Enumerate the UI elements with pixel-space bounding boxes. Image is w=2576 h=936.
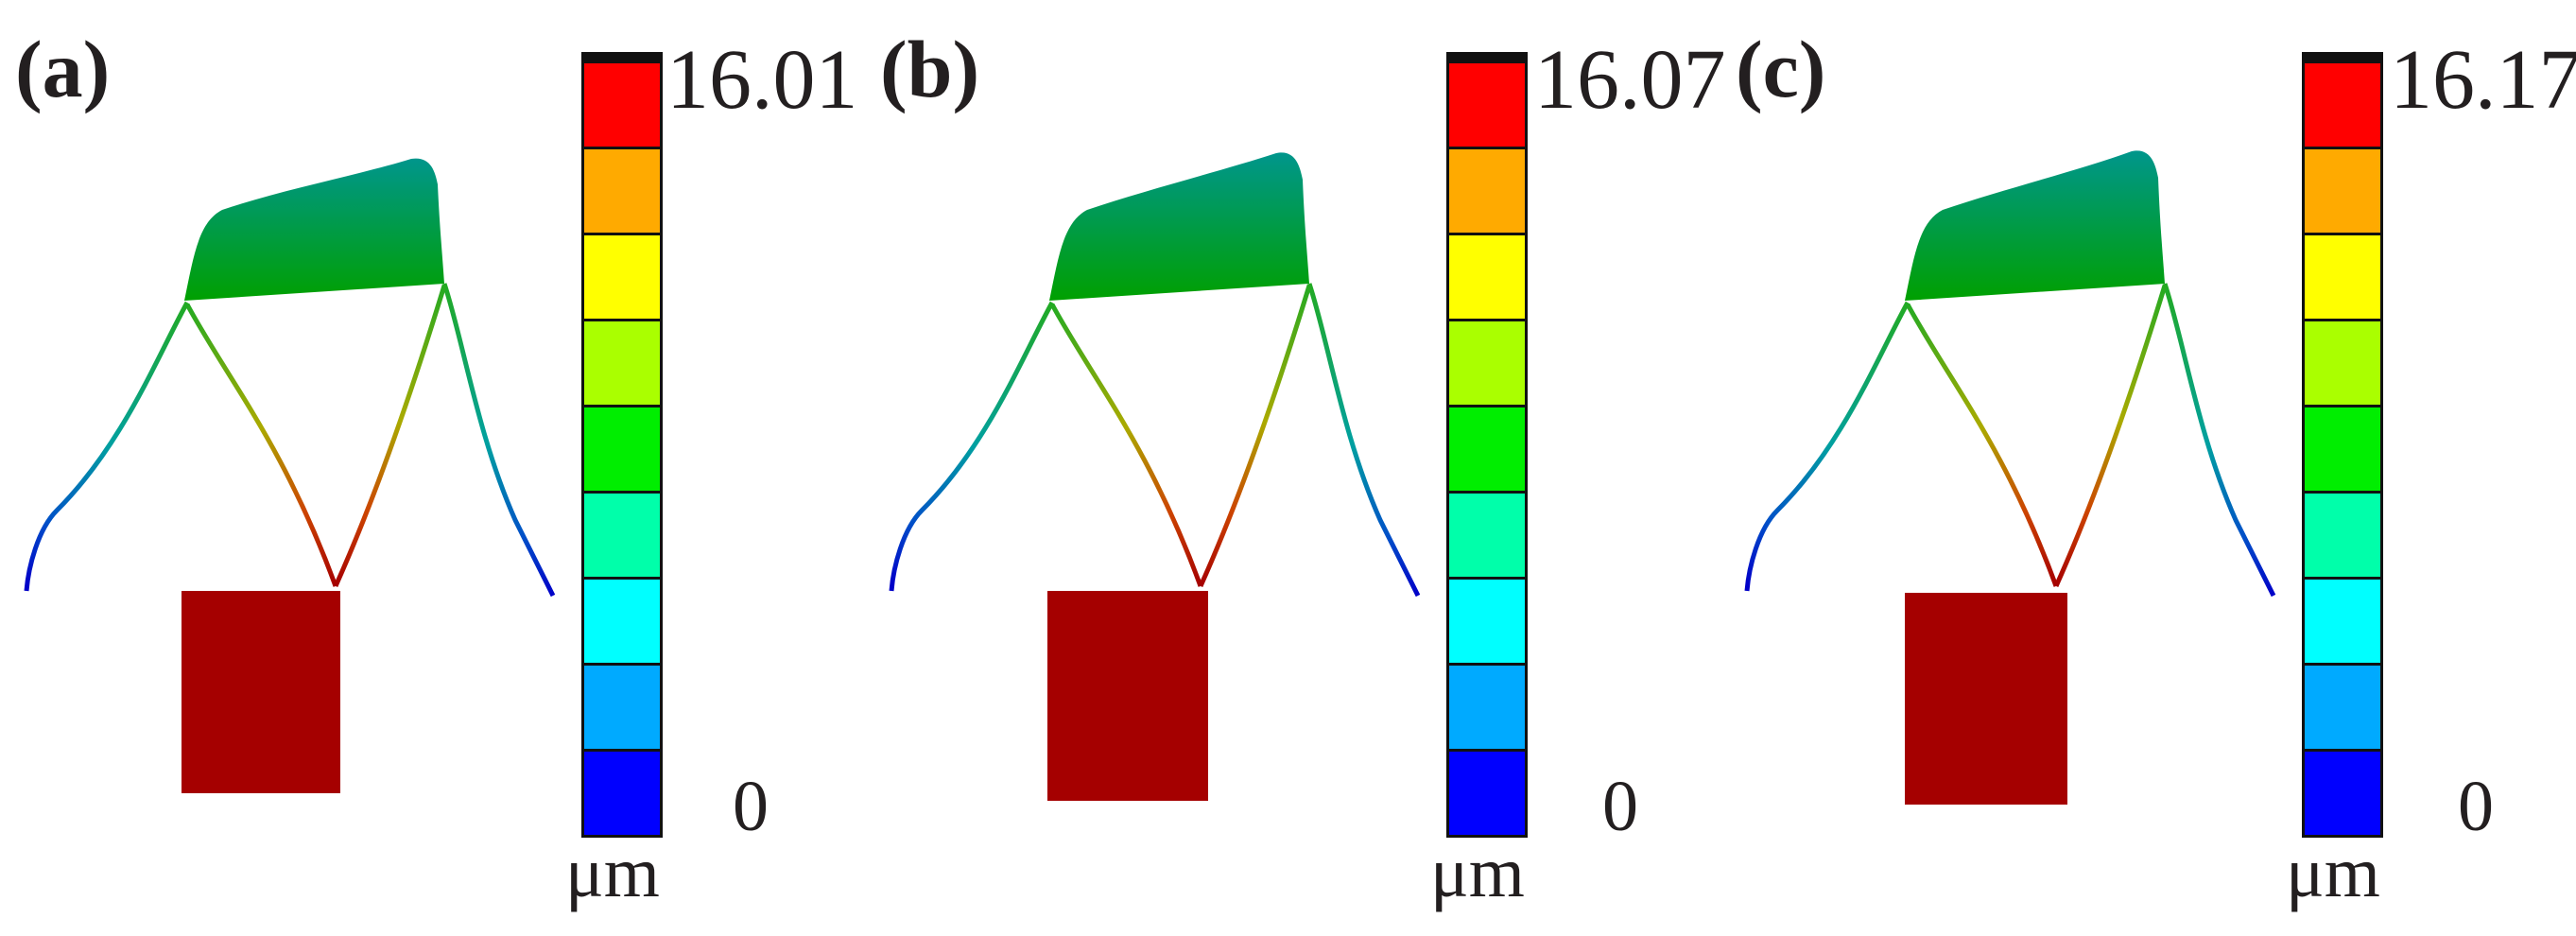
colorbar-segment — [581, 752, 663, 838]
right-truss — [333, 285, 447, 588]
colorbar-segment — [581, 580, 663, 666]
right-leg — [2162, 283, 2276, 598]
colorbar-segment — [1446, 407, 1528, 494]
colorbar-segment — [2302, 407, 2383, 494]
red-block — [1047, 591, 1208, 801]
red-block — [182, 591, 340, 793]
left-truss — [184, 303, 338, 587]
colorbar-min-value: 0 — [1602, 767, 1638, 846]
panel-label: (b) — [880, 24, 980, 114]
colorbar — [581, 52, 663, 838]
colorbar-segment — [581, 494, 663, 580]
colorbar-segment — [2302, 235, 2383, 321]
colorbar-min-value: 0 — [2458, 767, 2494, 846]
displacement-structure — [24, 158, 556, 793]
right-truss — [1198, 285, 1312, 588]
panel-label: (a) — [15, 24, 111, 114]
colorbar-unit: μm — [1430, 833, 1525, 912]
left-truss — [1905, 303, 2059, 587]
colorbar-segment — [1446, 752, 1528, 838]
colorbar-segment — [581, 407, 663, 494]
left-leg — [24, 301, 190, 592]
colorbar-max-value: 16.17 — [2390, 33, 2576, 127]
colorbar-segment — [581, 235, 663, 321]
red-block — [1905, 593, 2067, 805]
colorbar-segment — [2302, 63, 2383, 149]
panel-c: (c) 16.17 0 μm — [1720, 0, 2576, 936]
panel-a: (a) 16.01 0 μm — [0, 0, 858, 936]
colorbar-segment — [581, 666, 663, 752]
colorbar-segment — [1446, 666, 1528, 752]
colorbar-segment — [2302, 666, 2383, 752]
colorbar-segment — [1446, 149, 1528, 235]
proof-head — [184, 158, 444, 301]
colorbar-segment — [2302, 321, 2383, 407]
displacement-structure — [889, 152, 1421, 801]
colorbar — [2302, 52, 2383, 838]
right-leg — [441, 283, 556, 598]
colorbar-segment — [2302, 580, 2383, 666]
colorbar-unit: μm — [565, 833, 660, 912]
panel-b: (b) 16.07 0 μm — [865, 0, 1726, 936]
colorbar-segment — [581, 63, 663, 149]
colorbar-max-value: 16.07 — [1534, 33, 1726, 127]
displacement-structure — [1744, 150, 2276, 805]
right-truss — [2053, 285, 2168, 588]
colorbar-segment — [1446, 63, 1528, 149]
colorbar-segment — [581, 321, 663, 407]
colorbar-segment — [1446, 494, 1528, 580]
left-leg — [889, 301, 1055, 592]
left-truss — [1049, 303, 1203, 587]
colorbar-unit: μm — [2286, 833, 2380, 912]
colorbar-segment — [581, 149, 663, 235]
proof-head — [1049, 152, 1309, 301]
colorbar-segment — [1446, 321, 1528, 407]
panel-label: (c) — [1736, 24, 1826, 114]
colorbar-segment — [2302, 149, 2383, 235]
colorbar-segment — [2302, 752, 2383, 838]
colorbar-segment — [2302, 494, 2383, 580]
colorbar — [1446, 52, 1528, 838]
proof-head — [1905, 150, 2165, 301]
left-leg — [1744, 301, 1910, 592]
right-leg — [1306, 283, 1421, 598]
colorbar-max-value: 16.01 — [666, 33, 858, 127]
colorbar-segment — [1446, 235, 1528, 321]
colorbar-segment — [1446, 580, 1528, 666]
colorbar-min-value: 0 — [733, 767, 769, 846]
